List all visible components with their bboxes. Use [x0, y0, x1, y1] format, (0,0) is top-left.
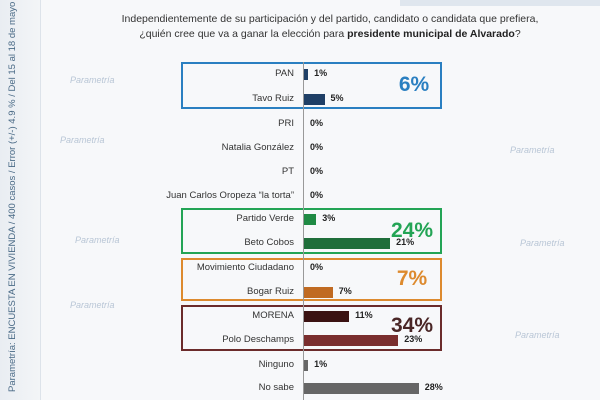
data-label: 0%: [310, 190, 324, 200]
category-label: Tavo Ruiz: [252, 93, 294, 104]
category-label: Polo Deschamps: [222, 334, 294, 345]
category-label: MORENA: [252, 310, 294, 321]
question-line-1: Independientemente de su participación y…: [121, 13, 539, 25]
category-label: PRI: [278, 118, 294, 129]
data-label: 1%: [314, 359, 328, 369]
category-label: Natalia González: [221, 142, 294, 153]
chart-axis: [303, 62, 304, 400]
category-label: Movimiento Ciudadano: [196, 262, 294, 273]
group-box-pan: [181, 62, 442, 109]
category-label: No sabe: [258, 382, 294, 393]
top-right-banner: [400, 0, 600, 6]
category-label: Ninguno: [258, 359, 294, 370]
group-box-morena: [181, 305, 442, 351]
category-label: Bogar Ruiz: [247, 286, 294, 297]
data-label: 28%: [424, 382, 443, 392]
bar: [304, 287, 333, 298]
bar: [304, 69, 309, 80]
group-total-morena: 34%: [390, 314, 434, 337]
category-label: Partido Verde: [236, 213, 294, 224]
data-label: 7%: [338, 286, 352, 296]
category-label: Juan Carlos Oropeza “la torta”: [166, 190, 294, 201]
bar: [304, 383, 419, 394]
group-total-pan: 6%: [398, 73, 430, 96]
group-box-movimiento-ciudadano: [181, 258, 442, 301]
watermark: Parametría: [75, 235, 120, 245]
question-line-2-prefix: ¿quién cree que va a ganar la elección p…: [139, 28, 348, 40]
bar: [304, 214, 317, 225]
group-total-movimiento-ciudadano: 7%: [396, 267, 428, 290]
watermark: Parametría: [520, 238, 565, 248]
category-label: PAN: [275, 68, 294, 79]
data-label: 21%: [396, 237, 415, 247]
data-label: 5%: [330, 93, 344, 103]
chart-question: Independientemente de su participación y…: [95, 12, 565, 42]
watermark: Parametría: [515, 330, 560, 340]
data-label: 0%: [310, 118, 324, 128]
bar: [304, 360, 309, 371]
sidebar-strip: Parametría: ENCUESTA EN VIVIENDA / 400 c…: [0, 0, 41, 400]
bar: [304, 94, 325, 105]
data-label: 0%: [310, 142, 324, 152]
bar: [304, 238, 391, 249]
watermark: Parametría: [60, 135, 105, 145]
category-label: PT: [281, 166, 294, 177]
data-label: 0%: [310, 262, 324, 272]
data-label: 23%: [404, 334, 423, 344]
group-total-partido-verde: 24%: [390, 219, 434, 242]
category-label: Beto Cobos: [244, 237, 294, 248]
data-label: 11%: [355, 310, 373, 320]
data-label: 3%: [322, 213, 336, 223]
watermark: Parametría: [70, 75, 115, 85]
bar: [304, 335, 399, 346]
question-line-2-suffix: ?: [514, 28, 521, 40]
watermark: Parametría: [510, 145, 555, 155]
group-box-partido-verde: [181, 208, 442, 254]
data-label: 1%: [314, 68, 328, 78]
bar: [304, 311, 350, 322]
data-label: 0%: [310, 166, 324, 176]
category-labels: PAN Tavo Ruiz PRI Natalia González PT Juan Ca…: [0, 0, 294, 400]
question-line-2-bold: presidente municipal de Alvarado: [347, 28, 515, 40]
watermark: Parametría: [70, 300, 115, 310]
